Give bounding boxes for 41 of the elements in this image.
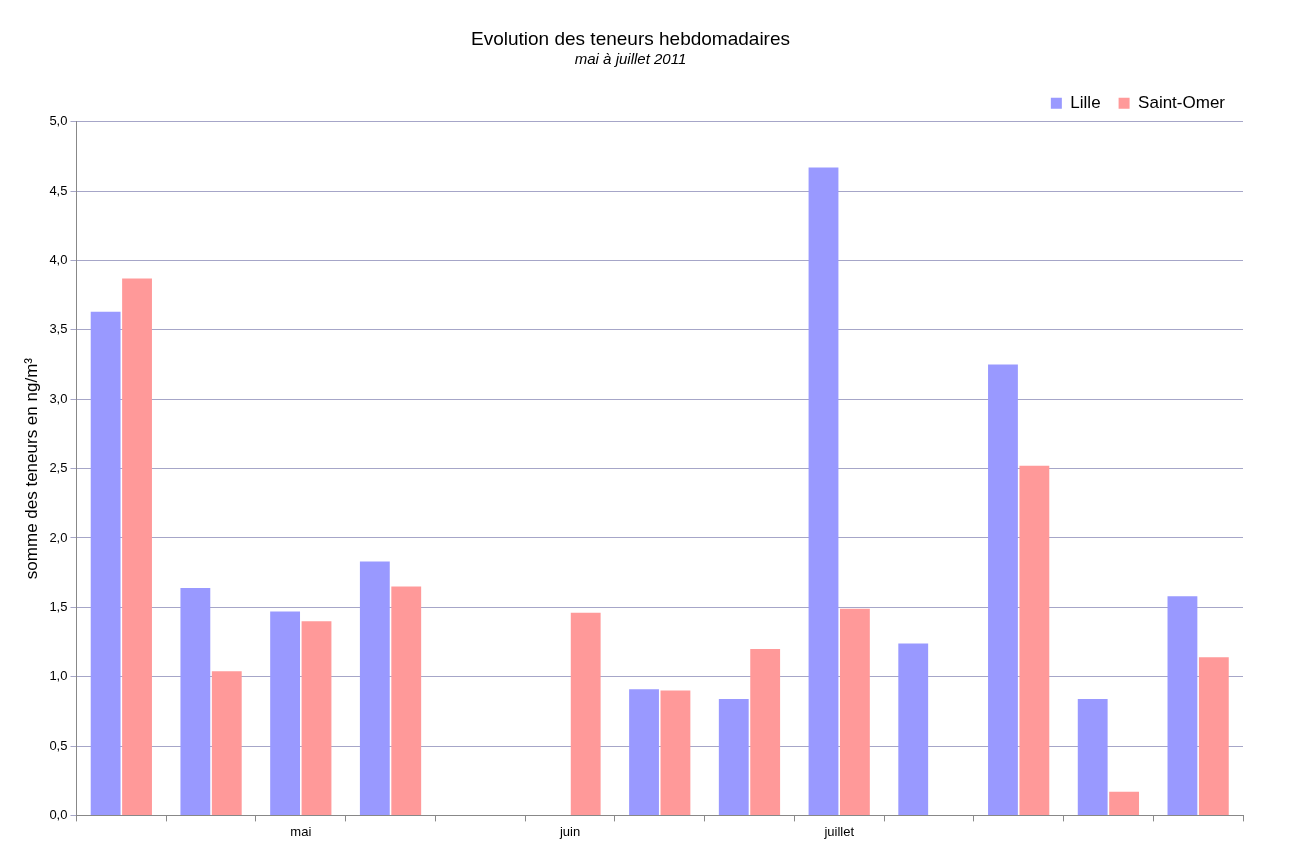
bar xyxy=(988,364,1018,815)
bar xyxy=(359,561,390,815)
legend-label: Lille xyxy=(1070,92,1101,112)
y-tick-label: 1,5 xyxy=(49,598,68,614)
bar xyxy=(301,621,332,815)
chart-title: Evolution des teneurs hebdomadaires xyxy=(471,27,790,49)
bar xyxy=(1167,596,1198,815)
y-tick-label: 4,0 xyxy=(49,252,68,268)
y-tick-label: 3,5 xyxy=(49,321,68,337)
y-tick-label: 3,0 xyxy=(49,390,68,406)
y-tick-label: 2,0 xyxy=(49,529,68,545)
bar xyxy=(270,611,301,815)
y-tick-label: 5,0 xyxy=(49,113,68,129)
bar xyxy=(391,586,422,815)
y-tick-label: 0,0 xyxy=(49,806,68,822)
x-tick-label: juin xyxy=(558,823,581,839)
bar xyxy=(1077,698,1108,815)
x-tick-label: juillet xyxy=(823,823,855,839)
y-tick-label: 0,5 xyxy=(49,737,68,753)
bar xyxy=(750,648,781,815)
bar xyxy=(898,643,929,815)
bar xyxy=(839,608,870,815)
bar xyxy=(718,698,749,815)
y-tick-label: 2,5 xyxy=(49,460,68,476)
bar xyxy=(1109,791,1140,815)
bar xyxy=(660,690,691,815)
bar xyxy=(1019,465,1050,815)
bar xyxy=(90,311,121,815)
bar xyxy=(180,587,211,815)
y-tick-label: 1,0 xyxy=(49,668,68,684)
bar xyxy=(629,689,659,815)
bar xyxy=(1198,657,1229,815)
legend-label: Saint-Omer xyxy=(1138,92,1226,112)
bar xyxy=(570,612,601,815)
bar xyxy=(122,278,152,815)
bar xyxy=(808,167,839,815)
y-tick-label: 4,5 xyxy=(49,182,68,198)
y-axis-title: somme des teneurs en ng/m³ xyxy=(21,357,41,580)
chart-subtitle: mai à juillet 2011 xyxy=(574,49,687,67)
x-tick-label: mai xyxy=(290,823,312,839)
bar xyxy=(211,671,242,815)
